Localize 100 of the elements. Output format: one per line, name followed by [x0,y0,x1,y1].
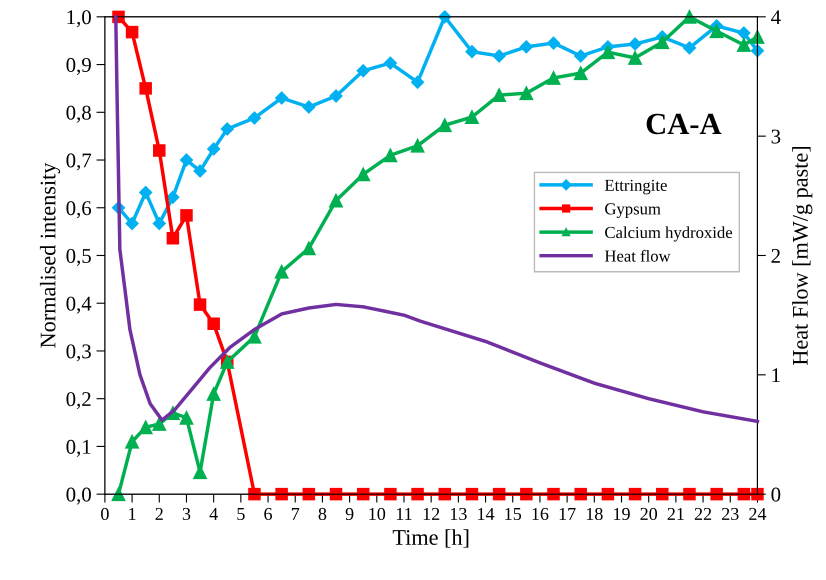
point [710,488,723,500]
y-tick-label: 1,0 [68,10,91,28]
point [655,35,670,50]
point [628,37,642,51]
x-tick-label: 24 [749,508,766,520]
y-tick-label: 0,1 [66,440,90,457]
x-tick-label: 5 [237,508,245,520]
point [126,216,139,230]
point [683,488,696,500]
x-tick-label: 11 [396,508,412,520]
x-tick-label: 10 [369,508,386,520]
x-tick-label: 0 [101,508,109,520]
point [330,488,342,500]
y-tick-label: 0,2 [66,392,91,410]
point [220,122,234,136]
y-tick-label: 0,8 [66,106,91,123]
x-tick-label: 8 [318,508,326,520]
point [738,488,750,500]
point [383,148,398,162]
annotation: CA-A [646,114,722,134]
y-tick-label: 0,5 [66,248,91,266]
point [302,241,316,256]
point [574,66,588,80]
y2-tick-label: 3 [772,130,780,144]
x-tick-label: 21 [668,508,684,520]
point [275,488,288,500]
point [206,386,221,401]
y2-tick-label: 0 [771,488,780,502]
y2-tick-label: 2 [772,248,780,263]
y-axis-title: Normalised intensity [40,162,60,348]
point [248,330,262,344]
x-tick-label: 3 [182,508,190,520]
point [180,410,194,425]
x-tick-label: 16 [532,508,548,520]
point [274,264,289,279]
point [193,164,207,178]
point [112,487,126,502]
y2-axis-title: Heat Flow [mW/g paste] [792,146,812,366]
point [520,488,533,500]
point [710,24,724,38]
point [410,138,425,153]
point [139,186,152,200]
y2-tick-label: 1 [772,368,780,382]
point [166,232,180,245]
x-tick-label: 2 [156,508,163,520]
point [248,111,262,125]
point [139,82,152,95]
point [737,26,750,40]
y-tick-label: 0,7 [66,153,92,170]
point [520,40,533,54]
x-tick-label: 6 [264,508,272,520]
y-tick-label: 0,6 [66,201,92,218]
y2-tick-label: 4 [771,10,781,24]
y-tick-label: 0,4 [66,296,92,314]
point [492,488,506,500]
x-tick-label: 19 [614,508,630,520]
x-tick-label: 15 [505,508,522,520]
point [207,142,220,156]
legend-label: Heat flow [604,250,671,262]
point [465,45,479,58]
x-tick-label: 9 [346,508,354,520]
point [574,49,588,63]
point [194,298,206,311]
point [126,26,138,38]
legend-label: Ettringite [604,180,667,194]
point [138,420,153,434]
point [750,30,764,44]
point [465,110,479,124]
point [248,488,261,500]
point [519,86,534,100]
point [492,49,506,63]
point [329,89,343,103]
point [656,488,669,500]
point [356,64,370,78]
point [275,91,288,105]
point [546,70,560,85]
point [438,118,452,132]
x-tick-label: 12 [424,508,440,520]
point [628,50,642,65]
point [152,417,166,431]
point [384,56,397,70]
point [750,44,764,58]
point [356,488,370,500]
point [125,434,140,449]
point [547,488,560,500]
point [356,167,370,182]
point [153,144,166,157]
point [180,153,194,167]
x-tick-label: 13 [450,508,467,520]
point [438,488,452,500]
x-tick-label: 18 [586,508,603,520]
point [466,488,478,500]
point [736,38,751,52]
x-tick-label: 14 [478,508,494,520]
legend-label: Gypsum [605,203,661,218]
point [492,88,506,102]
x-tick-label: 4 [209,508,218,520]
point [152,216,166,230]
x-tick-label: 22 [694,508,712,520]
point [602,488,614,500]
